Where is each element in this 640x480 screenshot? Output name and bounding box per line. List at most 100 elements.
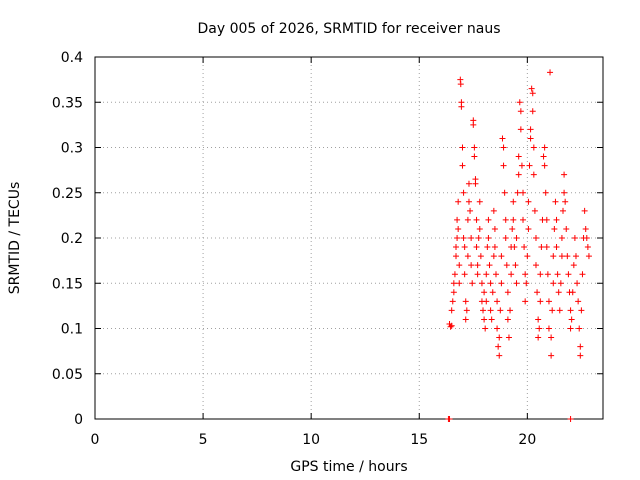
data-point: [447, 323, 454, 330]
data-point: [487, 280, 494, 287]
data-point: [483, 298, 490, 305]
data-point: [582, 225, 589, 232]
data-point: [453, 253, 460, 260]
data-point: [571, 235, 578, 241]
data-point: [457, 81, 464, 88]
data-point: [501, 189, 508, 196]
data-point: [553, 216, 560, 223]
data-point: [548, 352, 555, 359]
data-point: [543, 216, 550, 223]
data-point: [495, 343, 502, 350]
data-point: [581, 207, 588, 214]
y-tick-label: 0: [74, 412, 83, 428]
data-point: [567, 416, 574, 422]
data-point: [548, 334, 555, 341]
data-point: [529, 108, 536, 115]
data-point: [461, 271, 468, 278]
data-point: [499, 135, 506, 142]
data-point: [527, 126, 534, 133]
data-point: [454, 216, 461, 223]
tick-layer: 0 0.05 0.1 0.15 0.2 0.25 0.3 0.35 0.4 0 5 10 15 20: [52, 50, 603, 448]
data-point: [463, 307, 470, 314]
data-point: [491, 244, 498, 251]
data-point: [475, 235, 482, 241]
data-point: [553, 244, 560, 251]
data-point: [578, 307, 585, 314]
data-point: [552, 198, 559, 205]
data-point: [454, 235, 461, 241]
data-point: [498, 280, 505, 287]
data-point: [554, 271, 561, 278]
data-points: [445, 69, 592, 422]
data-point: [515, 171, 522, 178]
y-tick-label: 0.1: [61, 322, 83, 338]
data-point: [558, 253, 565, 260]
data-point: [528, 85, 535, 92]
data-point: [530, 171, 537, 178]
data-point: [462, 298, 469, 305]
grid-layer: [95, 57, 603, 419]
data-point: [507, 307, 514, 314]
data-point: [494, 298, 501, 305]
data-point: [584, 244, 591, 251]
data-point: [490, 253, 497, 260]
y-tick-label: 0.05: [52, 367, 83, 383]
y-tick-label: 0.3: [61, 141, 83, 157]
data-point: [473, 216, 480, 223]
data-point: [496, 352, 503, 359]
data-point: [477, 253, 484, 260]
data-point: [564, 253, 571, 260]
data-point: [510, 216, 517, 223]
data-point: [456, 262, 463, 269]
data-point: [541, 162, 548, 169]
data-point: [525, 225, 532, 232]
data-point: [503, 262, 510, 269]
data-point: [482, 325, 489, 332]
data-point: [531, 207, 538, 214]
data-point: [510, 198, 517, 205]
data-point: [538, 244, 545, 251]
data-point: [524, 253, 531, 260]
data-point: [460, 235, 467, 241]
data-point: [502, 235, 509, 241]
data-point: [450, 289, 457, 296]
data-point: [544, 271, 551, 278]
data-point: [526, 162, 533, 169]
data-point: [567, 325, 574, 332]
data-point: [585, 253, 592, 260]
data-point: [565, 271, 572, 278]
data-point: [545, 325, 552, 332]
data-point: [474, 271, 481, 278]
data-point: [470, 121, 477, 128]
data-point: [577, 343, 584, 350]
x-tick-label: 0: [91, 432, 100, 448]
data-point: [583, 235, 590, 241]
data-point: [517, 126, 524, 133]
data-point: [505, 334, 512, 341]
data-point: [516, 99, 523, 106]
data-point: [446, 416, 453, 422]
data-point: [462, 316, 469, 323]
data-point: [487, 307, 494, 314]
data-point: [523, 280, 530, 287]
data-point: [574, 280, 581, 287]
data-point: [515, 153, 522, 160]
data-point: [508, 271, 515, 278]
data-point: [500, 144, 507, 151]
data-point: [579, 271, 586, 278]
data-point: [490, 207, 497, 214]
data-point: [529, 90, 536, 97]
chart-title: Day 005 of 2026, SRMTID for receiver nau…: [197, 21, 500, 37]
data-point: [558, 235, 565, 241]
data-point: [561, 171, 568, 178]
data-point: [502, 216, 509, 223]
data-point: [534, 289, 541, 296]
data-point: [461, 244, 468, 251]
data-point: [527, 135, 534, 142]
data-point: [465, 180, 472, 187]
data-point: [476, 225, 483, 232]
data-point: [448, 322, 455, 329]
data-point: [485, 235, 492, 241]
data-point: [569, 289, 576, 296]
data-point: [488, 316, 495, 323]
